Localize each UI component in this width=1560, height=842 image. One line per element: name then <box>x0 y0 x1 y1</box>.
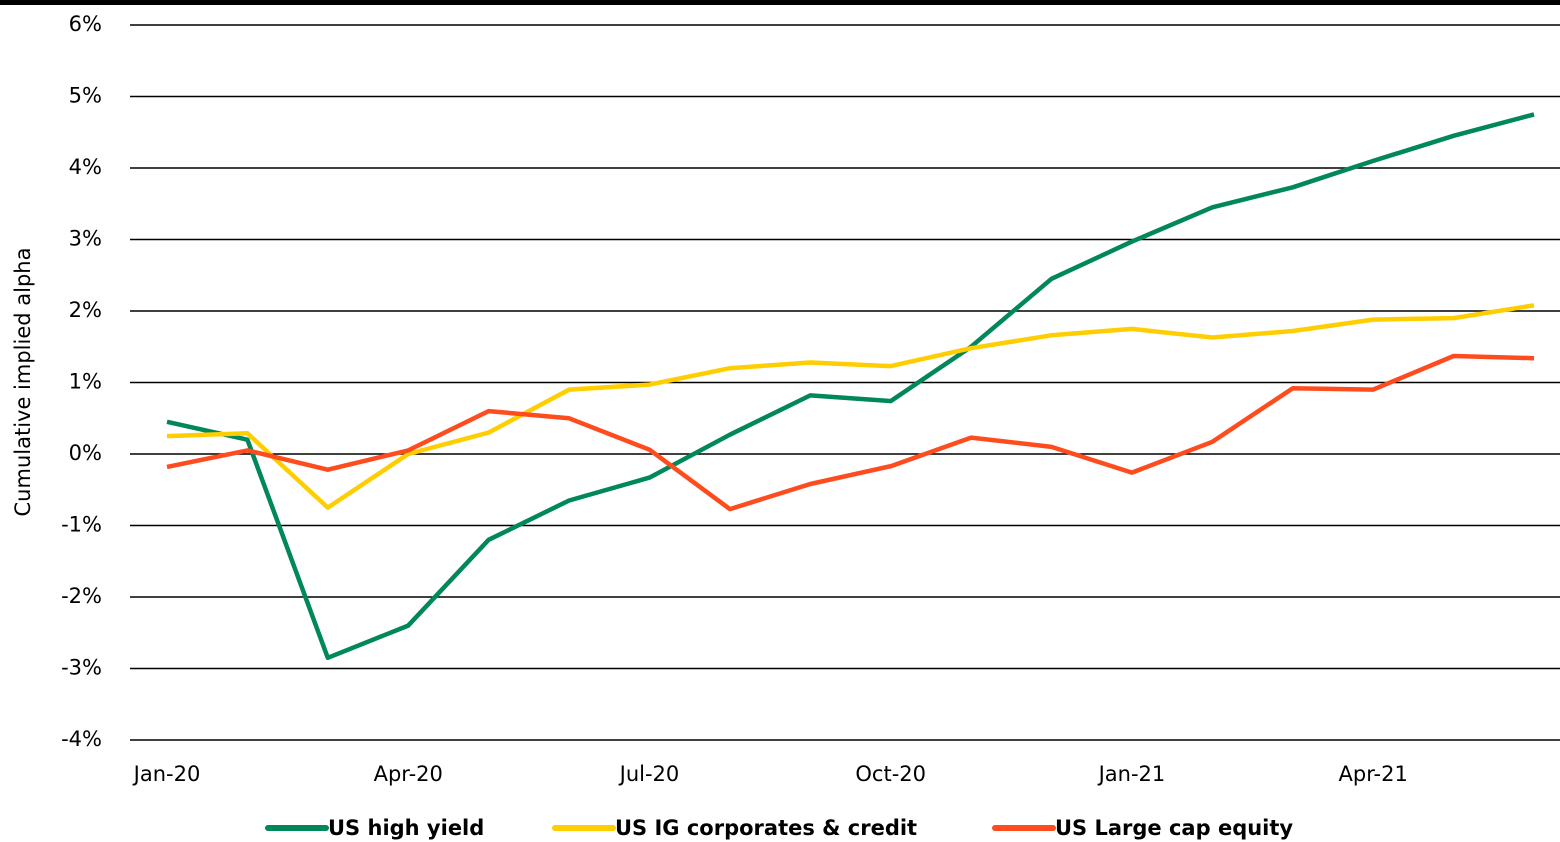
y-tick-label: -1% <box>61 513 102 537</box>
y-tick-label: 4% <box>69 155 102 179</box>
y-tick-label: -4% <box>61 727 102 751</box>
x-tick-label: Apr-21 <box>1339 762 1408 786</box>
y-tick-label: 2% <box>69 298 102 322</box>
x-tick-label: Apr-20 <box>374 762 443 786</box>
y-tick-label: 0% <box>69 441 102 465</box>
y-tick-label: 1% <box>69 370 102 394</box>
series-line <box>166 353 1535 512</box>
top-bar <box>0 0 1560 5</box>
legend-label: US Large cap equity <box>1055 816 1293 840</box>
y-tick-label: 6% <box>69 12 102 36</box>
y-axis-label: Cumulative implied alpha <box>11 248 35 517</box>
x-tick-label: Jan-21 <box>1097 762 1166 786</box>
x-tick-label: Jan-20 <box>132 762 201 786</box>
series-line <box>166 303 1535 510</box>
y-tick-label: 5% <box>69 84 102 108</box>
x-tick-label: Oct-20 <box>855 762 926 786</box>
y-tick-label: -3% <box>61 656 102 680</box>
legend-label: US IG corporates & credit <box>615 816 917 840</box>
y-tick-label: 3% <box>69 227 102 251</box>
legend-label: US high yield <box>328 816 484 840</box>
x-tick-label: Jul-20 <box>618 762 680 786</box>
y-tick-label: -2% <box>61 584 102 608</box>
series-line <box>166 112 1535 661</box>
